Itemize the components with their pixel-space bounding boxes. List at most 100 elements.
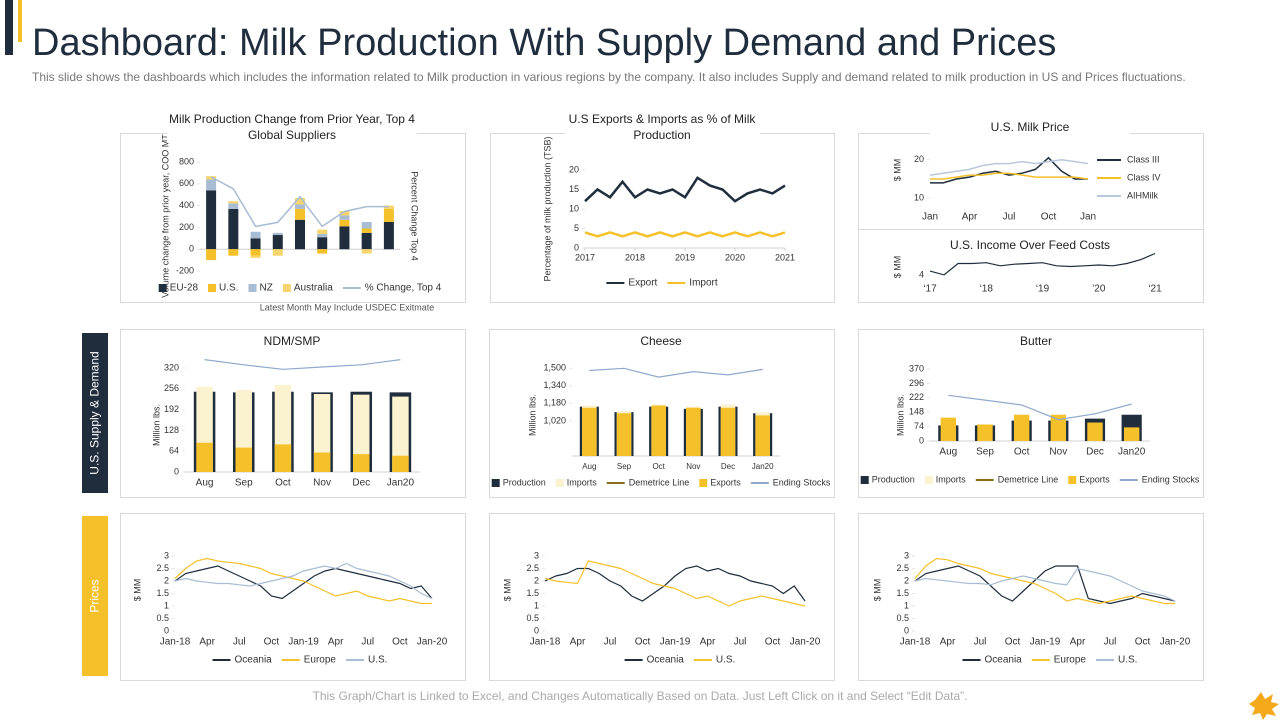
line-series xyxy=(589,367,763,378)
x-tick-label: Aug xyxy=(196,478,214,489)
chart-title: Milk Production Change from Prior Year, … xyxy=(167,111,417,143)
bar xyxy=(228,249,239,256)
x-tick-label: Jul xyxy=(604,637,617,648)
bar xyxy=(250,238,261,250)
legend-label: Demetrice Line xyxy=(998,474,1059,484)
y-tick-label: 128 xyxy=(164,425,179,435)
legend-label: Export xyxy=(628,278,657,289)
y-axis-label: $ MM xyxy=(872,579,882,602)
legend-label: AIHMilk xyxy=(1127,190,1158,200)
chart-title: U.S Exports & Imports as % of Milk Produ… xyxy=(564,111,760,143)
x-tick-label: Jul xyxy=(734,637,747,648)
y-axis-label: $ MM xyxy=(892,159,902,182)
y-tick-label: 1,180 xyxy=(543,398,566,408)
x-tick-label: Jan xyxy=(922,212,938,223)
x-tick-label: Oct xyxy=(275,478,291,489)
chart-title: Cheese xyxy=(561,333,761,349)
y-tick-label: 64 xyxy=(169,446,179,456)
bar xyxy=(720,407,736,456)
y-tick-label: 2 xyxy=(534,575,539,585)
bar xyxy=(272,232,283,236)
x-tick-label: Jan20 xyxy=(387,478,415,489)
x-tick-label: Oct xyxy=(1005,637,1021,648)
bar xyxy=(383,208,394,222)
y-tick-label: 192 xyxy=(164,404,179,414)
bar xyxy=(295,208,305,220)
y-tick-label: 3 xyxy=(534,550,539,560)
y-tick-label: 370 xyxy=(909,363,924,373)
chart-title: U.S. Income Over Feed Costs xyxy=(920,237,1140,253)
legend-label: Demetrice Line xyxy=(629,477,690,487)
legend-label: U.S. xyxy=(368,655,387,666)
legend-label: EU-28 xyxy=(170,283,199,294)
bar xyxy=(228,203,239,209)
y-tick-label: 0.5 xyxy=(156,613,169,623)
y-axis-label: Percentage of milk production (TSB) xyxy=(542,136,552,281)
legend-label: Exports xyxy=(1079,474,1110,484)
bar xyxy=(361,221,372,229)
bar xyxy=(272,249,283,256)
bar xyxy=(250,255,261,258)
y-axis-label: Million lbs. xyxy=(527,394,537,436)
x-tick-label: ‘21 xyxy=(1148,284,1162,295)
y-tick-label: 1,340 xyxy=(543,380,566,390)
x-tick-label: Oct xyxy=(1041,212,1057,223)
x-tick-label: Dec xyxy=(1086,447,1104,458)
line-series xyxy=(544,560,806,607)
y-tick-label: 10 xyxy=(914,193,924,203)
bar xyxy=(1123,427,1140,441)
x-tick-label: Jan-19 xyxy=(660,637,691,648)
y-tick-label: 0 xyxy=(189,244,194,254)
y-tick-label: 2.5 xyxy=(526,563,539,573)
y-tick-label: 1 xyxy=(164,600,169,610)
x-tick-label: Oct xyxy=(392,637,408,648)
y-tick-label: 1 xyxy=(534,600,539,610)
bar xyxy=(196,442,213,472)
bar xyxy=(383,221,394,250)
x-tick-label: Jan-19 xyxy=(1030,637,1061,648)
logo-icon xyxy=(1249,692,1279,720)
x-tick-label: Jan-20 xyxy=(417,637,448,648)
y-axis-label: $ MM xyxy=(502,579,512,602)
x-tick-label: Aug xyxy=(939,447,957,458)
legend-swatch xyxy=(491,479,500,487)
legend-label: Production xyxy=(503,477,546,487)
y-axis-label: Volume change from prior year, COO MT xyxy=(160,134,170,298)
line-series xyxy=(210,176,389,228)
y-axis-label: Million lbs. xyxy=(151,404,161,446)
panel xyxy=(489,329,835,498)
panel xyxy=(858,329,1204,498)
x-tick-label: Oct xyxy=(1014,447,1030,458)
section-label: U.S. Supply & Demand xyxy=(82,333,108,493)
bar xyxy=(361,228,372,233)
x-tick-label: Jan20 xyxy=(1118,447,1146,458)
y-tick-label: 600 xyxy=(179,178,194,188)
y-tick-label: 1.5 xyxy=(526,588,539,598)
panel xyxy=(489,513,835,681)
legend-label: Ending Stocks xyxy=(773,477,831,487)
x-tick-label: Dec xyxy=(721,462,735,471)
bar xyxy=(274,444,292,472)
legend-swatch xyxy=(248,284,257,292)
y-tick-label: 1 xyxy=(904,600,909,610)
legend-label: U.S. xyxy=(219,283,238,294)
legend-label: Oceania xyxy=(985,655,1023,666)
bar xyxy=(353,454,370,472)
panel xyxy=(120,513,466,681)
x-tick-label: 2020 xyxy=(725,252,745,262)
y-tick-label: 1,020 xyxy=(543,415,566,425)
legend: EU-28 U.S. NZ Australia % Change, Top 4 xyxy=(158,283,442,294)
legend: Oceania Europe U.S. xyxy=(212,655,387,666)
bar xyxy=(317,237,328,250)
bar xyxy=(353,394,370,472)
x-tick-label: Jul xyxy=(233,637,246,648)
line-series xyxy=(174,557,432,605)
x-tick-label: Oct xyxy=(765,637,781,648)
x-tick-label: Apr xyxy=(570,637,586,648)
x-tick-label: ‘19 xyxy=(1036,284,1050,295)
y-tick-label: 0.5 xyxy=(526,613,539,623)
y-tick-label: 0 xyxy=(164,625,169,635)
chart-title: NDM/SMP xyxy=(192,333,392,349)
y-tick-label: 222 xyxy=(909,392,924,402)
y-tick-label: 5 xyxy=(574,223,579,233)
